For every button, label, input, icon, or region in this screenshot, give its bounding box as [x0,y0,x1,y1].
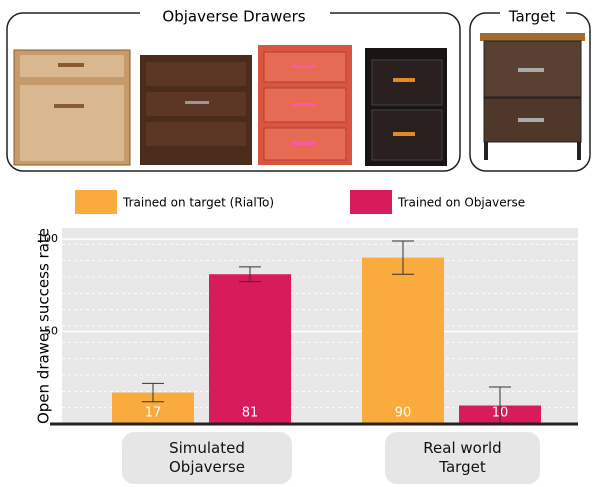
value-label: 10 [492,406,509,421]
y-tick-label: 100 [37,232,58,245]
y-tick-label: 50 [44,325,58,338]
target-image [480,33,585,160]
y-axis-label: Open drawer success rate [35,228,53,424]
legend-label: Trained on target (RialTo) [122,196,274,210]
legend-label: Trained on Objaverse [397,196,525,210]
panel-title: Target [508,8,556,26]
title-bg [500,8,566,22]
drawer-image [258,45,352,165]
panel-title: Objaverse Drawers [162,8,305,26]
value-label: 81 [242,406,259,421]
title-bg [140,8,330,22]
value-label: 90 [395,406,412,421]
x-tick-label: Real world Target [385,432,540,484]
drawer-image [365,48,447,166]
legend-swatch [75,190,117,214]
drawer-image [13,49,131,166]
value-label: 17 [145,406,162,421]
drawer-image [140,55,252,165]
legend-swatch [350,190,392,214]
bar [362,257,444,424]
x-tick-label: Simulated Objaverse [122,432,292,484]
bar [209,274,291,424]
